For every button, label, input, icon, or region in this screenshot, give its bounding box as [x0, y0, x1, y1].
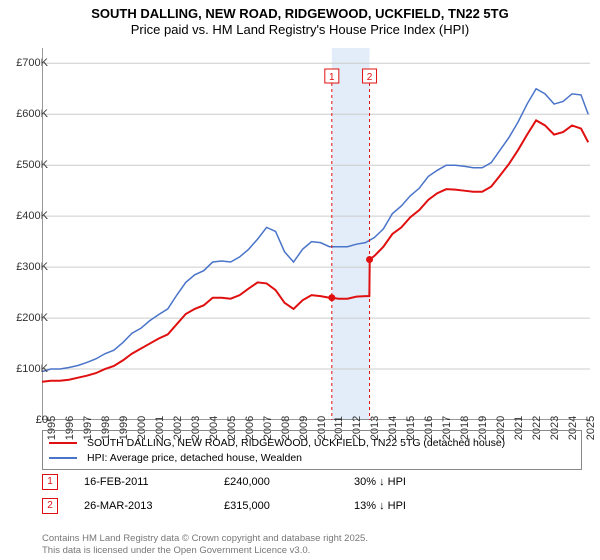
y-tick-label: £400K	[16, 210, 48, 222]
y-tick-label: £200K	[16, 312, 48, 324]
annotation-price: £315,000	[224, 500, 354, 512]
x-tick-label: 2025	[585, 416, 597, 440]
annotation-price: £240,000	[224, 476, 354, 488]
y-tick-label: £600K	[16, 108, 48, 120]
chart-svg: 12	[42, 48, 590, 420]
annotation-badge: 2	[42, 498, 58, 514]
title-line1: SOUTH DALLING, NEW ROAD, RIDGEWOOD, UCKF…	[0, 6, 600, 22]
legend-swatch	[49, 442, 77, 444]
chart-area: 12	[42, 48, 590, 420]
annotation-row: 1 16-FEB-2011£240,00030% ↓ HPI	[42, 474, 406, 490]
legend-item: SOUTH DALLING, NEW ROAD, RIDGEWOOD, UCKF…	[49, 435, 575, 450]
annotation-diff: 13% ↓ HPI	[354, 500, 406, 512]
title-block: SOUTH DALLING, NEW ROAD, RIDGEWOOD, UCKF…	[0, 0, 600, 37]
legend-box: SOUTH DALLING, NEW ROAD, RIDGEWOOD, UCKF…	[42, 430, 582, 470]
footer-line1: Contains HM Land Registry data © Crown c…	[42, 533, 368, 544]
annotation-date: 26-MAR-2013	[84, 500, 224, 512]
footer-attribution: Contains HM Land Registry data © Crown c…	[42, 533, 368, 556]
legend-label: HPI: Average price, detached house, Weal…	[87, 452, 302, 464]
annotation-date: 16-FEB-2011	[84, 476, 224, 488]
legend-swatch	[49, 457, 77, 459]
annotation-badge: 1	[42, 474, 58, 490]
legend-item: HPI: Average price, detached house, Weal…	[49, 450, 575, 465]
title-line2: Price paid vs. HM Land Registry's House …	[0, 22, 600, 38]
annotation-row: 2 26-MAR-2013£315,00013% ↓ HPI	[42, 498, 406, 514]
legend-label: SOUTH DALLING, NEW ROAD, RIDGEWOOD, UCKF…	[87, 437, 505, 449]
chart-container: SOUTH DALLING, NEW ROAD, RIDGEWOOD, UCKF…	[0, 0, 600, 560]
y-tick-label: £300K	[16, 261, 48, 273]
annotation-diff: 30% ↓ HPI	[354, 476, 406, 488]
footer-line2: This data is licensed under the Open Gov…	[42, 545, 368, 556]
y-tick-label: £700K	[16, 57, 48, 69]
y-tick-label: £500K	[16, 159, 48, 171]
svg-text:1: 1	[329, 72, 335, 83]
y-tick-label: £100K	[16, 363, 48, 375]
svg-text:2: 2	[367, 72, 373, 83]
